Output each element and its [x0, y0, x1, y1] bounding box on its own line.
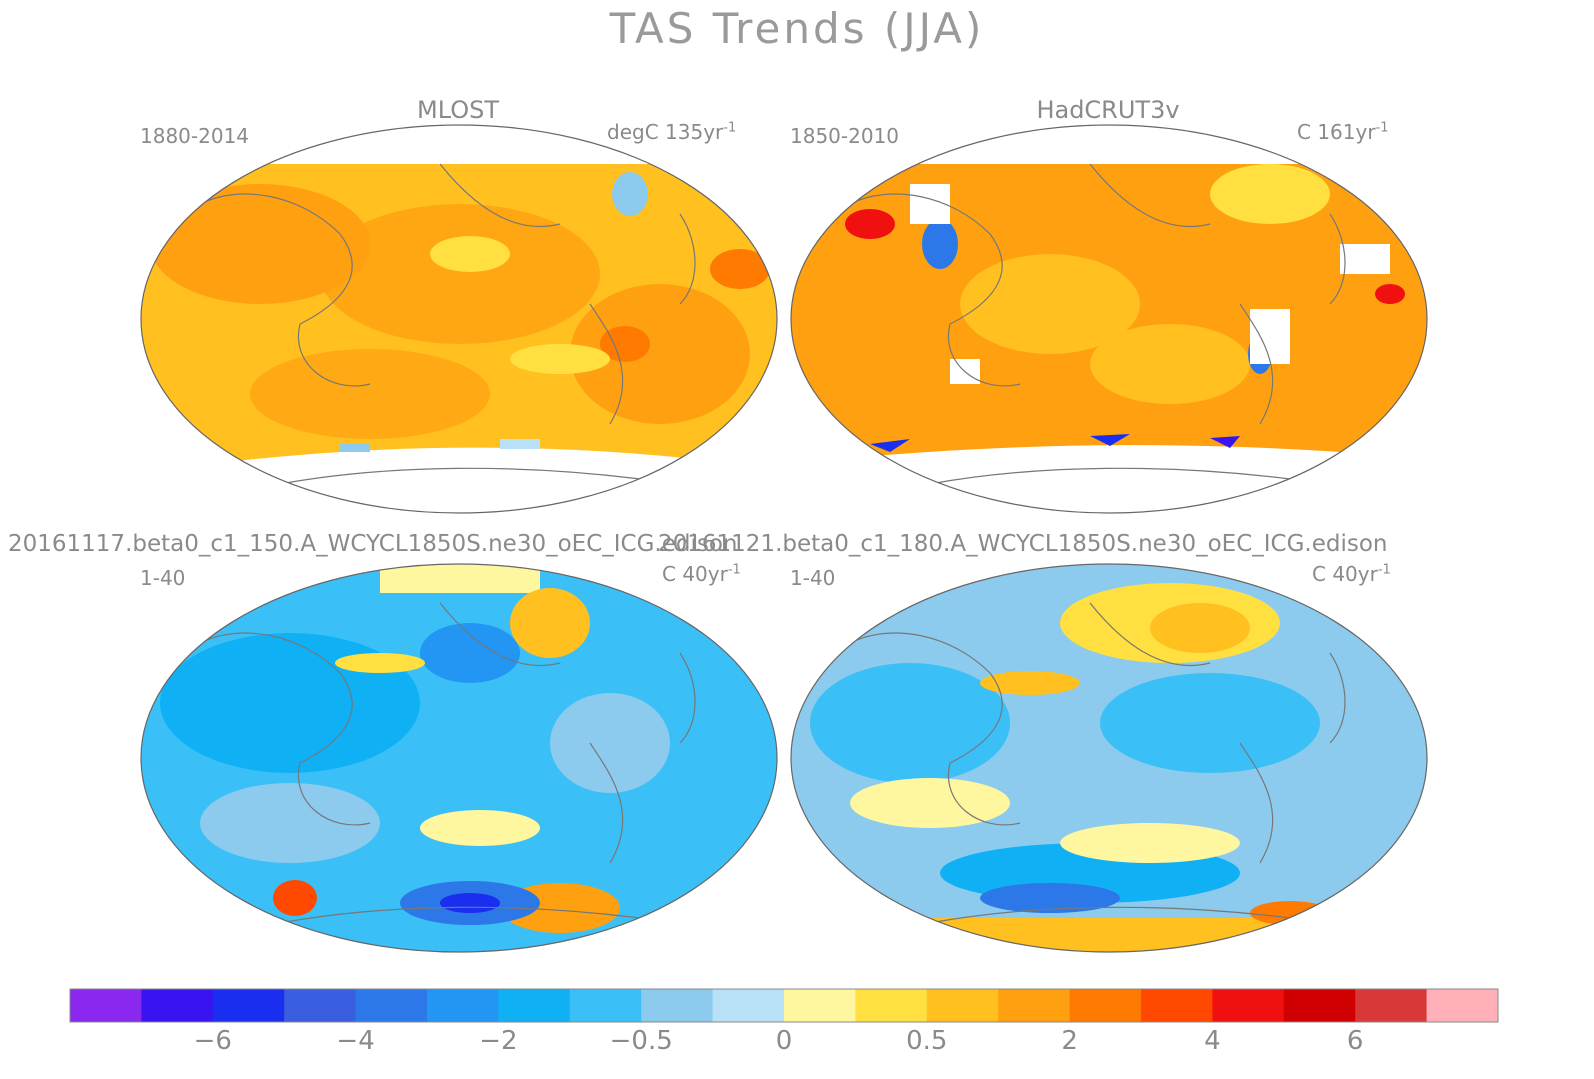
colorbar-tick-label: 2 [1061, 1026, 1078, 1056]
panel-units-mlost: degC 135yr-1 [607, 120, 737, 144]
colorbar-swatch [1212, 989, 1285, 1022]
light-patch [1090, 324, 1250, 404]
pale-patch [200, 783, 380, 863]
colorbar-swatch [1426, 989, 1499, 1022]
colorbar-swatch [855, 989, 928, 1022]
warm-patch [850, 778, 1010, 828]
colorbar-swatch [641, 989, 714, 1022]
colorbar [69, 988, 1499, 1023]
colorbar-swatch [784, 989, 856, 1022]
colorbar-swatch [1069, 989, 1142, 1022]
no-data-gap [1250, 309, 1290, 364]
hot-patch [273, 880, 317, 916]
hot-patch [710, 249, 770, 289]
map-beta0-150 [140, 563, 778, 953]
panel-title-mlost: MLOST [416, 96, 500, 124]
warm-patch [335, 653, 425, 673]
hot-patch [845, 209, 895, 239]
cold-patch [440, 893, 500, 913]
cold-patch [980, 883, 1120, 913]
no-data-gap [1340, 244, 1390, 274]
colorbar-tick-label: 4 [1204, 1026, 1221, 1056]
cool-strip [500, 439, 540, 449]
colorbar-swatch [712, 989, 785, 1022]
warm-patch [320, 204, 600, 344]
coastline [849, 163, 1346, 485]
colorbar-swatch [1141, 989, 1213, 1022]
no-data-arctic [791, 125, 1427, 164]
panel-period-beta0-180: 1-40 [790, 566, 836, 590]
cool-patch [420, 623, 520, 683]
coastline [849, 602, 1346, 924]
light-patch [510, 344, 610, 374]
colorbar-swatch [1355, 989, 1428, 1022]
cool-strip [1210, 436, 1240, 448]
no-data-arctic [141, 125, 777, 164]
hot-patch [1375, 284, 1405, 304]
panel-units-hadcrut: C 161yr-1 [1297, 120, 1389, 144]
warm-patch [1060, 823, 1240, 863]
map-mlost [140, 124, 778, 514]
coastline [199, 163, 696, 485]
no-data-antarctic [791, 445, 1427, 513]
light-patch [960, 254, 1140, 354]
warm-patch [380, 564, 540, 593]
colorbar-tick-label: −4 [336, 1026, 375, 1056]
map-hadcrut [790, 124, 1428, 514]
colorbar-swatch [569, 989, 642, 1022]
colorbar-swatch [70, 989, 142, 1022]
cool-strip [340, 444, 370, 452]
colorbar-swatch [926, 989, 999, 1022]
colorbar-border [69, 988, 1499, 1023]
colorbar-tick-label: −2 [479, 1026, 518, 1056]
map-beta0-180 [790, 563, 1428, 953]
coastline [199, 602, 696, 924]
panel-title-hadcrut: HadCRUT3v [1036, 96, 1180, 124]
warm-patch [1150, 603, 1250, 653]
colorbar-swatch [284, 989, 357, 1022]
warm-patch [570, 284, 750, 424]
panel-period-beta0-150: 1-40 [140, 566, 186, 590]
colorbar-swatch [141, 989, 214, 1022]
colorbar-swatch [498, 989, 571, 1022]
cool-patch [612, 172, 648, 216]
colorbar-tick-label: 0.5 [906, 1026, 948, 1056]
panel-period-mlost: 1880-2014 [140, 124, 250, 148]
warm-patch [980, 671, 1080, 695]
warm-patch [250, 349, 490, 439]
panel-units-beta0-150: C 40yr-1 [662, 562, 741, 586]
colorbar-tick-label: 0 [775, 1026, 793, 1056]
panel-title-beta0-150: 20161117.beta0_c1_150.A_WCYCL1850S.ne30_… [8, 531, 738, 557]
panel-period-hadcrut: 1850-2010 [790, 124, 900, 148]
colorbar-swatch [998, 989, 1071, 1022]
colorbar-tick-label: −6 [193, 1026, 232, 1056]
light-patch [430, 236, 510, 272]
warm-southern-band [791, 918, 1427, 952]
pale-patch [550, 693, 670, 793]
hot-patch [600, 326, 650, 362]
cool-patch [1100, 673, 1320, 773]
warm-patch [510, 588, 590, 658]
colorbar-swatch [355, 989, 428, 1022]
panel-title-beta0-180: 20161121.beta0_c1_180.A_WCYCL1850S.ne30_… [658, 531, 1388, 557]
figure-title: TAS Trends (JJA) [609, 4, 985, 53]
cool-strip [1090, 434, 1130, 446]
cool-strip [870, 439, 910, 452]
colorbar-swatch [427, 989, 499, 1022]
colorbar-swatch [1283, 989, 1356, 1022]
light-patch [1210, 164, 1330, 224]
colorbar-tick-label: −0.5 [609, 1026, 673, 1056]
cool-patch [922, 219, 958, 269]
cool-patch [810, 663, 1010, 783]
panel-units-beta0-180: C 40yr-1 [1312, 562, 1391, 586]
colorbar-swatch [212, 989, 285, 1022]
warm-patch [420, 810, 540, 846]
colorbar-tick-label: 6 [1346, 1026, 1364, 1056]
no-data-gap [910, 184, 950, 224]
